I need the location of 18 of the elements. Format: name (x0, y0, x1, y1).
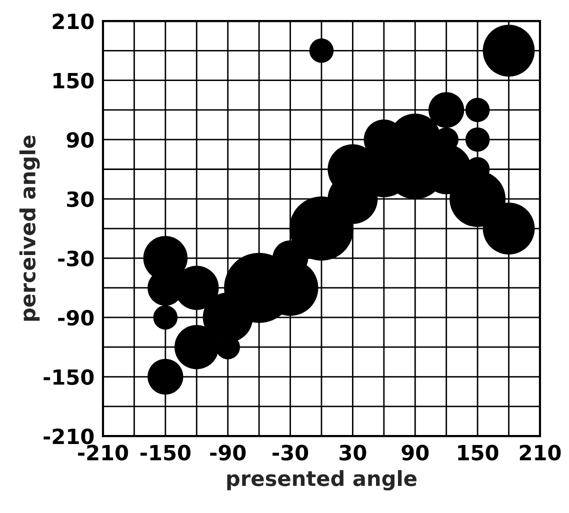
x-axis-title: presented angle (227, 470, 416, 490)
y-tick-label: 210 (52, 13, 94, 30)
y-tick-label: 30 (67, 191, 94, 208)
x-tick-label: 150 (458, 444, 498, 461)
x-tick-label: -210 (78, 444, 128, 461)
y-tick-label: -30 (58, 250, 94, 266)
y-tick-label: -90 (58, 310, 94, 326)
y-tick-label: -150 (44, 369, 94, 385)
x-tick-label: -30 (272, 444, 308, 461)
x-tick-label: -150 (140, 444, 190, 461)
x-tick-label: 30 (340, 444, 366, 461)
x-tick-label: 90 (402, 444, 429, 461)
y-tick-label: 150 (54, 72, 94, 89)
x-tick-label: 210 (520, 444, 561, 461)
y-tick-label: 90 (66, 132, 94, 148)
y-axis-title: perceived angle (19, 136, 40, 321)
x-tick-label: -90 (210, 444, 246, 461)
y-tick-label: -210 (44, 428, 94, 444)
